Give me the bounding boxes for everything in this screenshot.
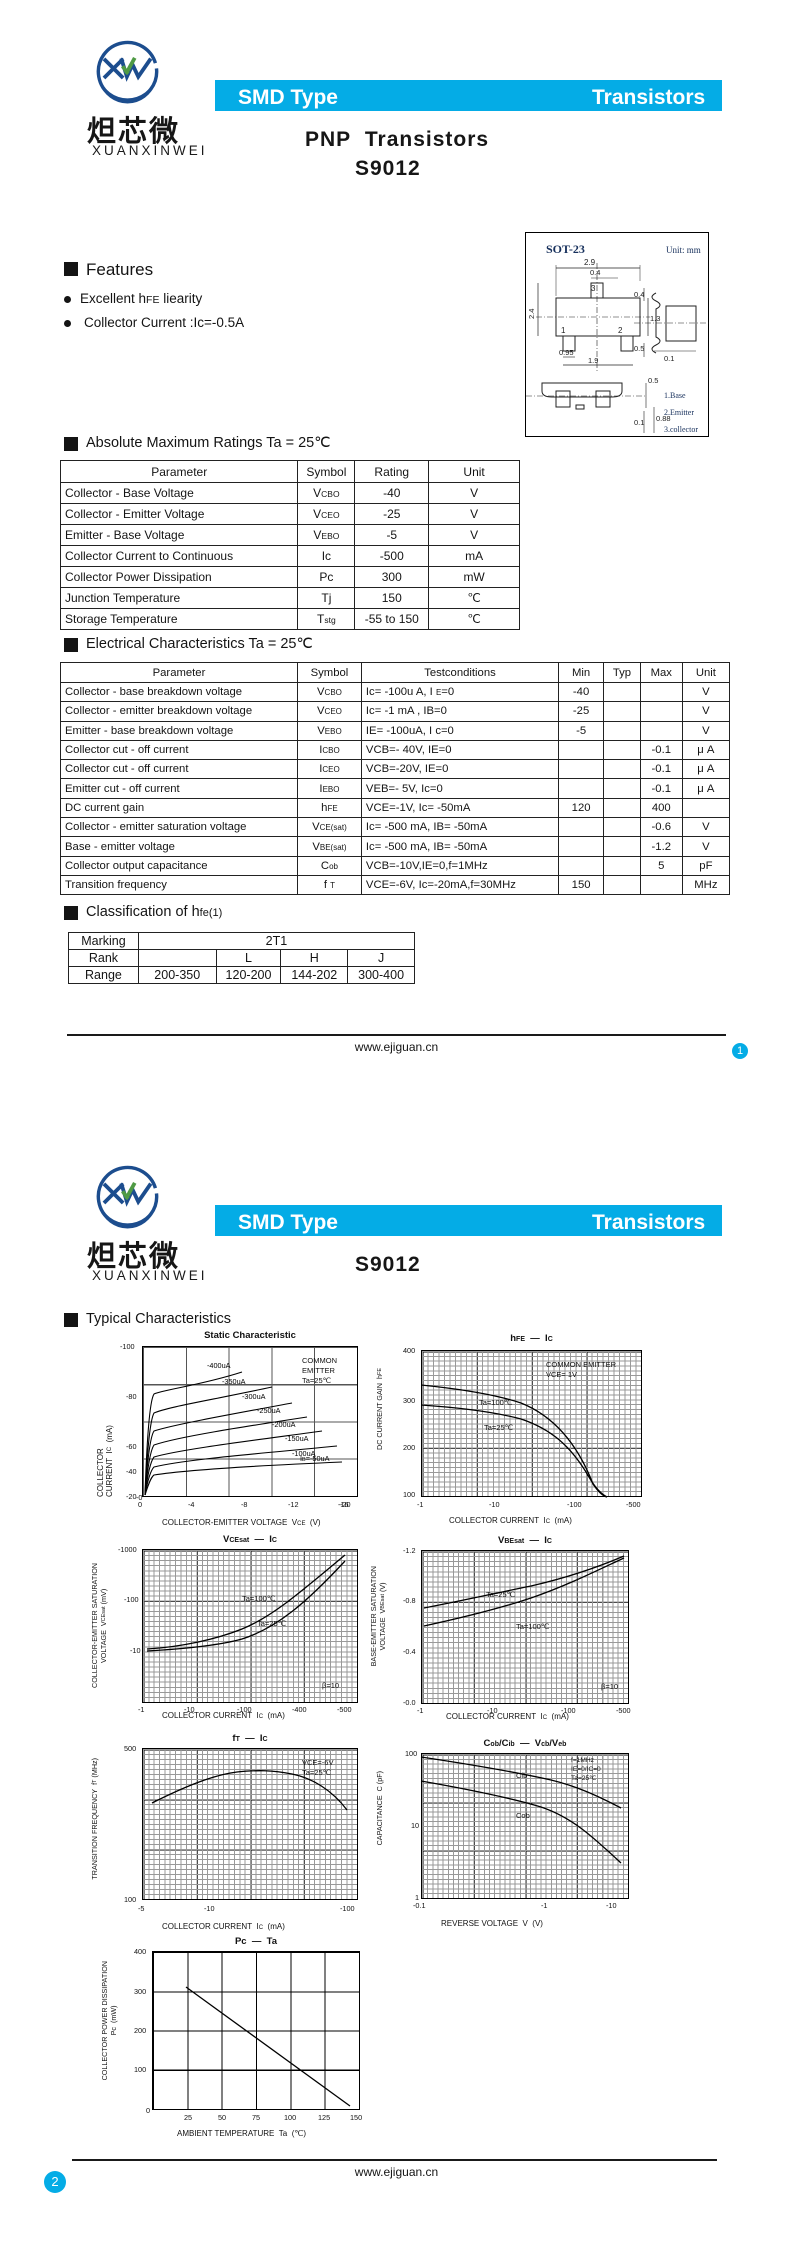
svg-text:-300uA: -300uA (242, 1392, 266, 1401)
svg-text:1: 1 (561, 326, 566, 335)
svg-text:SOT-23: SOT-23 (546, 242, 585, 256)
svg-text:-250uA: -250uA (257, 1406, 281, 1415)
svg-text:3.collector: 3.collector (664, 425, 698, 434)
svg-text:2.9: 2.9 (584, 258, 596, 267)
svg-text:0.95: 0.95 (559, 348, 574, 357)
svg-text:-200uA: -200uA (272, 1420, 296, 1429)
svg-text:2.Emitter: 2.Emitter (664, 408, 694, 417)
svg-text:0.1: 0.1 (634, 418, 644, 427)
svg-text:-350uA: -350uA (222, 1377, 246, 1386)
svg-text:0.5: 0.5 (648, 376, 658, 385)
svg-text:0.4: 0.4 (590, 268, 600, 277)
svg-text:1.Base: 1.Base (664, 391, 686, 400)
svg-text:-400uA: -400uA (207, 1361, 231, 1370)
svg-text:0.5: 0.5 (634, 344, 644, 353)
svg-text:2: 2 (618, 326, 623, 335)
svg-text:2.4: 2.4 (527, 309, 536, 319)
svg-text:0.4: 0.4 (634, 290, 644, 299)
svg-text:1.3: 1.3 (650, 314, 660, 323)
svg-text:-150uA: -150uA (285, 1434, 309, 1443)
svg-text:Unit: mm: Unit: mm (666, 245, 701, 255)
svg-text:0.1: 0.1 (664, 354, 674, 363)
svg-text:1.9: 1.9 (588, 356, 598, 365)
svg-text:3: 3 (591, 284, 596, 293)
